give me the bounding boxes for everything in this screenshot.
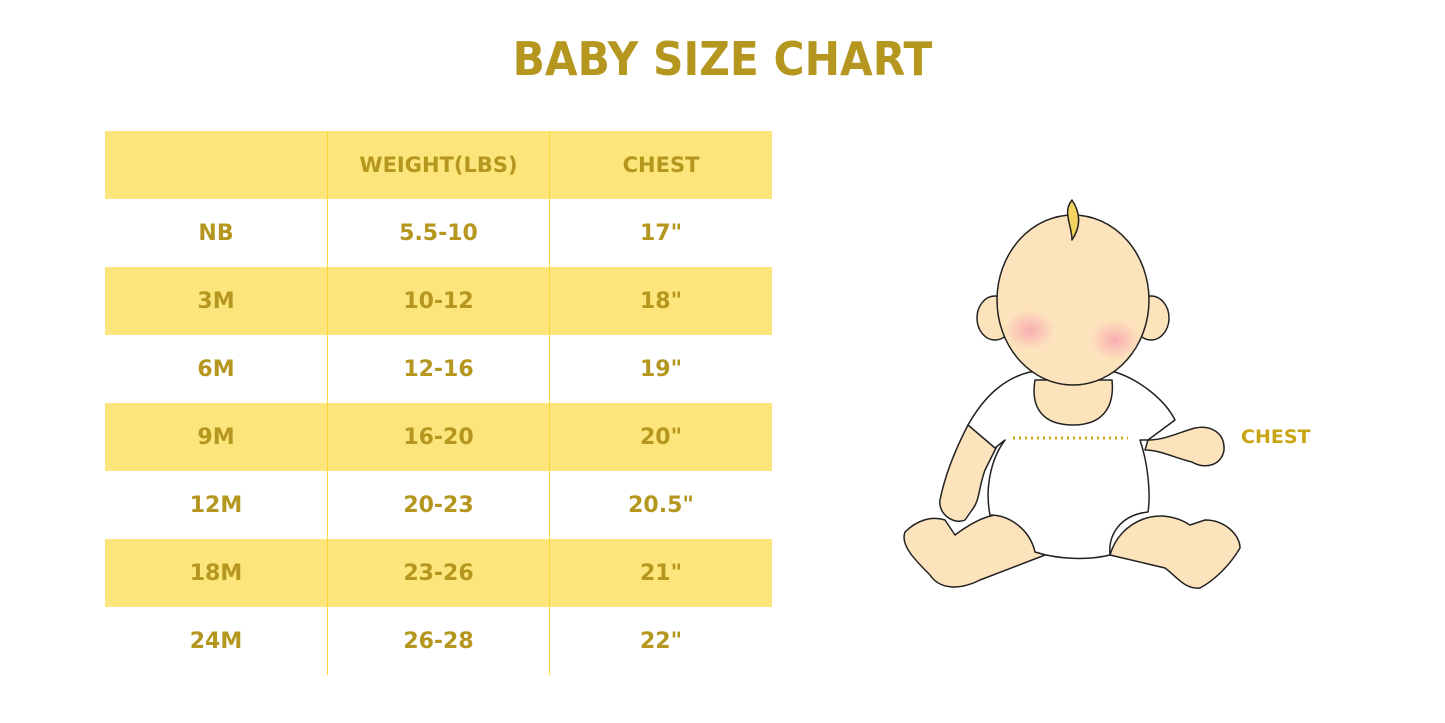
size-cell: 3M (197, 288, 235, 314)
chest-cell: 17" (549, 199, 772, 267)
weight-cell: 23-26 (327, 539, 549, 607)
size-cell: 24M (189, 628, 243, 654)
left-cheek (1005, 310, 1055, 350)
weight-cell: 12-16 (327, 335, 549, 403)
size-cell: 9M (197, 424, 235, 450)
table-row: NB 5.5-10 17" (105, 199, 772, 267)
chest-cell: 22" (549, 607, 772, 675)
page-title: BABY SIZE CHART (512, 32, 933, 86)
weight-cell: 20-23 (327, 471, 549, 539)
right-cheek (1090, 320, 1140, 360)
table-row: 24M 26-28 22" (105, 607, 772, 675)
size-cell: 6M (197, 356, 235, 382)
weight-cell: 5.5-10 (327, 199, 549, 267)
neck (1033, 379, 1114, 426)
chest-cell: 18" (549, 267, 772, 335)
header-chest: CHEST (549, 131, 772, 199)
weight-cell: 26-28 (327, 607, 549, 675)
size-cell: 12M (189, 492, 243, 518)
table-row: 18M 23-26 21" (105, 539, 772, 607)
size-table: WEIGHT(LBS) CHEST NB 5.5-10 17" 3M 10-12… (105, 131, 772, 675)
chest-cell: 20" (549, 403, 772, 471)
head (996, 214, 1150, 386)
onesie (967, 371, 1176, 560)
chest-cell: 19" (549, 335, 772, 403)
table-row: 3M 10-12 18" (105, 267, 772, 335)
right-arm (1144, 426, 1225, 467)
table-row: 12M 20-23 20.5" (105, 471, 772, 539)
table-header: WEIGHT(LBS) CHEST (105, 131, 772, 199)
hair-curl (1066, 199, 1080, 241)
chest-cell: 21" (549, 539, 772, 607)
left-leg (903, 513, 1046, 588)
table-row: 9M 16-20 20" (105, 403, 772, 471)
chest-label: CHEST (1241, 426, 1311, 448)
chest-cell: 20.5" (549, 471, 772, 539)
table-row: 6M 12-16 19" (105, 335, 772, 403)
right-leg (1109, 515, 1241, 589)
size-cell: 18M (189, 560, 243, 586)
header-weight: WEIGHT(LBS) (327, 131, 549, 199)
weight-cell: 16-20 (327, 403, 549, 471)
left-arm (939, 424, 1001, 522)
size-cell: NB (198, 220, 234, 246)
weight-cell: 10-12 (327, 267, 549, 335)
